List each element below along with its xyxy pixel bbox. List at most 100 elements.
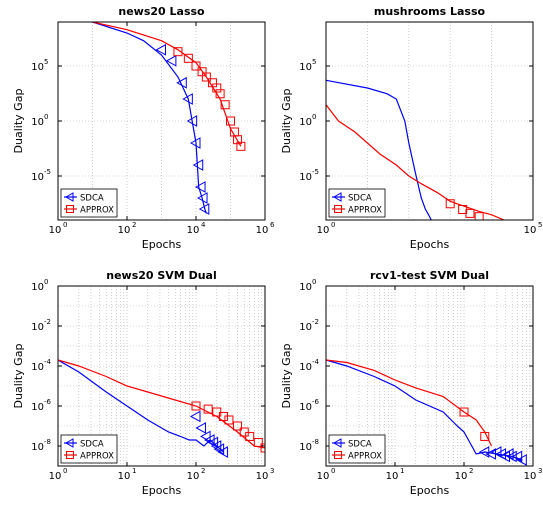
- x-tick-label: 10: [524, 225, 537, 236]
- x-tick-label: 10: [256, 471, 269, 482]
- x-tick-label: 10: [317, 225, 330, 236]
- y-tick-label: 10: [31, 322, 44, 333]
- data-point: [183, 53, 193, 63]
- data-point: [478, 446, 490, 458]
- x-tick-exponent: 4: [201, 221, 206, 229]
- chart-title: news20 Lasso: [118, 5, 205, 18]
- plot-frame: [57, 285, 266, 467]
- y-tick-exponent: -4: [44, 358, 52, 366]
- data-point: [201, 72, 211, 82]
- x-tick-exponent: 2: [132, 221, 136, 229]
- x-tick-label: 10: [187, 471, 200, 482]
- data-point: [198, 203, 210, 215]
- chart-title: rcv1-test SVM Dual: [370, 269, 489, 282]
- x-tick-exponent: 0: [63, 221, 67, 229]
- data-point: [195, 422, 206, 434]
- y-tick-exponent: -8: [312, 438, 319, 446]
- y-tick-exponent: -2: [312, 318, 319, 326]
- y-tick-label: 10: [31, 117, 44, 128]
- y-tick-label: 10: [31, 442, 44, 453]
- y-tick-exponent: 0: [44, 113, 48, 121]
- legend-marker: [334, 451, 342, 459]
- y-tick-exponent: -4: [312, 358, 320, 366]
- y-tick-label: 10: [31, 402, 44, 413]
- legend-label: APPROX: [348, 452, 382, 462]
- x-tick-label: 10: [317, 471, 330, 482]
- legend-marker: [66, 205, 74, 213]
- legend-label: SDCA: [80, 440, 104, 450]
- series-sdca: [89, 22, 210, 215]
- legend-marker: [64, 192, 74, 202]
- legend-label: SDCA: [80, 194, 104, 204]
- legend-label: APPROX: [348, 206, 382, 216]
- series-sdca: [326, 359, 527, 466]
- legend: SDCA APPROX: [60, 434, 118, 464]
- x-tick-label: 10: [118, 471, 131, 482]
- legend-marker: [66, 451, 74, 459]
- legend-marker: [334, 205, 342, 213]
- data-point: [245, 431, 255, 441]
- legend-marker: [64, 438, 74, 448]
- data-point: [176, 76, 187, 89]
- y-tick-label: 10: [31, 62, 44, 73]
- series-sdca: [58, 359, 228, 458]
- y-tick-exponent: -8: [44, 438, 51, 446]
- y-tick-label: 10: [31, 172, 44, 183]
- y-tick-label: 10: [299, 172, 312, 183]
- y-tick-label: 10: [299, 442, 312, 453]
- x-axis-label: Epochs: [410, 238, 450, 251]
- data-point: [224, 415, 234, 425]
- x-tick-exponent: 3: [538, 467, 542, 475]
- x-tick-exponent: 0: [331, 467, 335, 475]
- y-tick-exponent: 0: [44, 278, 48, 286]
- data-point: [474, 212, 484, 220]
- x-tick-label: 10: [386, 471, 399, 482]
- x-tick-exponent: 0: [63, 467, 67, 475]
- data-point: [191, 401, 201, 411]
- data-point: [226, 116, 235, 126]
- y-axis-label: Duality Gap: [12, 344, 25, 409]
- series-approx: [326, 359, 493, 447]
- legend-label: APPROX: [80, 452, 114, 462]
- series-line: [89, 22, 207, 214]
- chart-title: news20 SVM Dual: [106, 269, 217, 282]
- y-tick-label: 10: [299, 362, 312, 373]
- x-tick-exponent: 6: [270, 221, 275, 229]
- data-point: [189, 137, 201, 149]
- legend-label: SDCA: [348, 440, 372, 450]
- legend-marker: [332, 438, 342, 448]
- data-point: [445, 199, 455, 209]
- x-tick-exponent: 5: [538, 221, 542, 229]
- y-tick-label: 10: [299, 282, 312, 293]
- data-point: [480, 431, 490, 441]
- x-tick-label: 10: [49, 225, 62, 236]
- data-point: [191, 61, 201, 71]
- y-tick-exponent: -5: [44, 168, 51, 176]
- data-point: [186, 115, 198, 127]
- y-tick-label: 10: [299, 62, 312, 73]
- data-point: [200, 430, 211, 443]
- y-tick-exponent: 5: [44, 58, 48, 66]
- data-point: [182, 93, 193, 105]
- x-tick-label: 10: [118, 225, 131, 236]
- y-tick-exponent: -2: [44, 318, 51, 326]
- data-point: [215, 89, 225, 99]
- series-approx: [326, 104, 505, 220]
- data-point: [220, 100, 230, 110]
- y-tick-label: 10: [299, 402, 312, 413]
- y-axis-label: Duality Gap: [12, 89, 25, 154]
- x-tick-label: 10: [49, 471, 62, 482]
- legend: SDCA APPROX: [328, 434, 386, 464]
- x-axis-label: Epochs: [142, 484, 182, 497]
- y-tick-label: 10: [31, 362, 44, 373]
- y-tick-exponent: 5: [312, 58, 316, 66]
- series-line: [326, 359, 493, 447]
- x-axis-label: Epochs: [142, 238, 182, 251]
- data-point: [503, 448, 514, 460]
- x-tick-exponent: 2: [201, 467, 205, 475]
- y-tick-exponent: -6: [312, 398, 320, 406]
- y-axis-label: Duality Gap: [280, 344, 293, 409]
- plot-frame: [325, 285, 534, 467]
